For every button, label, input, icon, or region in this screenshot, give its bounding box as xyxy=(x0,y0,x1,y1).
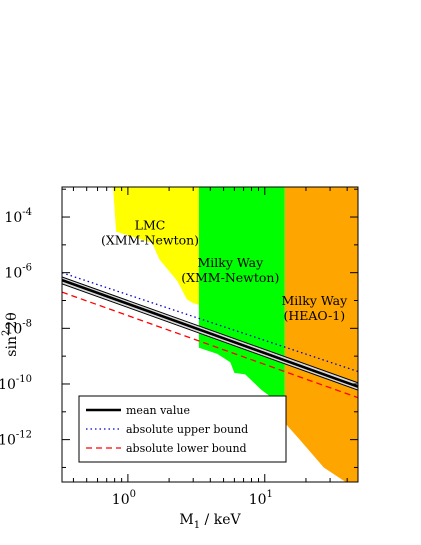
legend: mean value absolute upper bound absolute l… xyxy=(78,395,287,463)
legend-box xyxy=(78,395,287,463)
x-tick-label: 100 xyxy=(112,489,136,508)
region-2-fill xyxy=(198,187,285,399)
region-2-label-line-1: Milky Way xyxy=(197,255,264,270)
region-3-label-line-2: (HEAO-1) xyxy=(283,308,345,323)
x-tick-label: 101 xyxy=(249,489,273,508)
region-1-fill xyxy=(62,187,199,305)
region-1-label-line-2: (XMM-Newton) xyxy=(101,233,199,248)
region-1-label-line-1: LMC xyxy=(135,218,166,233)
plot-area: LMC(XMM-Newton)Milky Way(XMM-Newton)Milk… xyxy=(62,187,358,482)
legend-label: absolute lower bound xyxy=(126,442,247,455)
region-3-label-line-1: Milky Way xyxy=(281,293,348,308)
legend-label: absolute upper bound xyxy=(126,423,248,436)
y-tick-label: 10-6 xyxy=(4,263,32,282)
region-2-label-line-2: (XMM-Newton) xyxy=(181,270,279,285)
y-tick-label: 10-10 xyxy=(0,374,32,393)
x-axis-label: M1 / keV xyxy=(179,512,241,531)
y-axis-label: sin22θ xyxy=(1,312,20,356)
legend-label: mean value xyxy=(126,404,190,417)
y-tick-label: 10-12 xyxy=(0,430,32,449)
y-tick-label: 10-8 xyxy=(4,318,32,337)
series-line-absolute-lower-bound xyxy=(62,291,358,399)
series-line-mean-value xyxy=(62,278,358,388)
y-tick-label: 10-4 xyxy=(4,207,32,226)
region-3-fill xyxy=(284,187,358,482)
axes: 100 101 10-4 10-6 10-8 10-10 10-12 M1 / keV sin2… xyxy=(0,186,359,531)
